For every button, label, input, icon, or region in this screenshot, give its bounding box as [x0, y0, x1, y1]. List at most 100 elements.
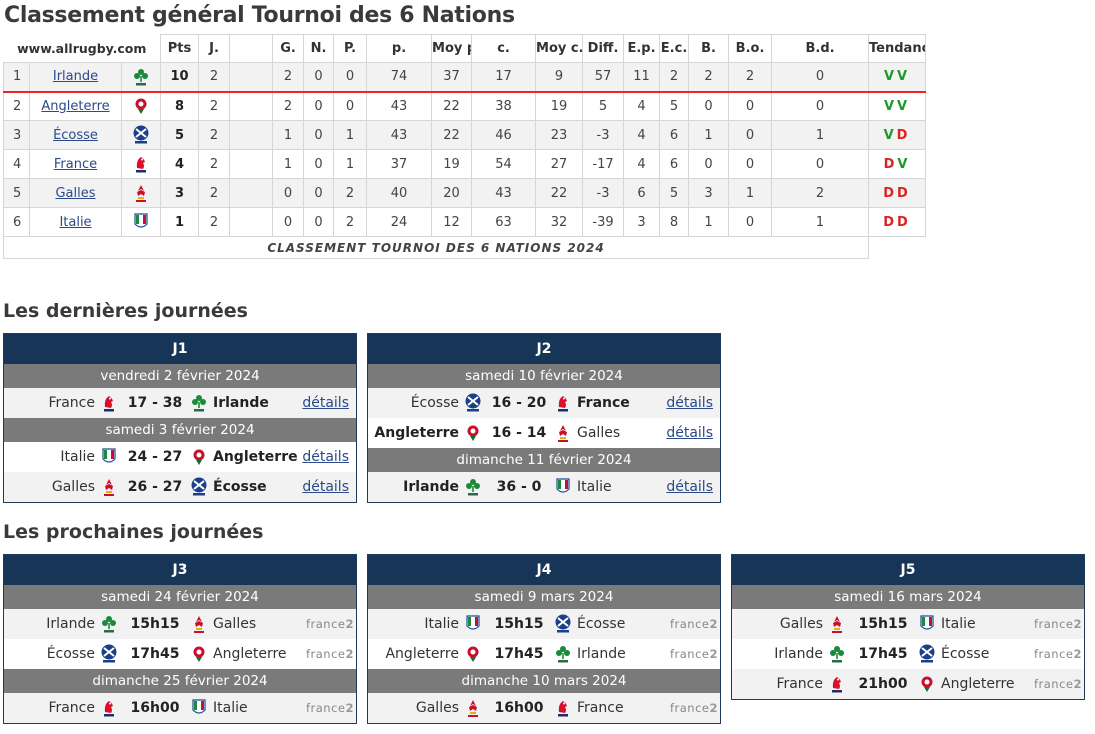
france-crest-icon — [554, 698, 572, 718]
round-header: J2 — [368, 334, 720, 364]
kickoff-time: 15h15 — [494, 616, 544, 632]
kickoff-time: 17h45 — [858, 646, 908, 662]
tries-against: 5 — [659, 91, 690, 121]
trend-result: D — [896, 127, 911, 143]
avg-points-for: 22 — [431, 91, 473, 121]
col-b[interactable]: B. — [688, 34, 730, 63]
match-row: Galles 26 - 27 Écosse détails — [4, 472, 356, 502]
match-row: Irlande 36 - 0 Italie détails — [368, 472, 720, 502]
difference: 5 — [582, 91, 625, 121]
bonus: 3 — [688, 178, 730, 208]
france-crest-icon — [120, 149, 162, 179]
tv-channel-name: france — [669, 701, 710, 715]
away-team: Italie — [213, 700, 248, 716]
trend-result: D — [897, 214, 911, 230]
home-team: Angleterre — [374, 425, 459, 441]
team-cell: Angleterre — [29, 91, 122, 121]
round-j4: J4 samedi 9 mars 2024 Italie 15h15 Écosse fra… — [367, 554, 721, 724]
won: 2 — [272, 91, 305, 121]
lost: 1 — [333, 120, 368, 150]
team-cell: Écosse — [29, 120, 122, 150]
tv-channel-number: 2 — [1073, 677, 1082, 691]
bonus-offensive: 2 — [728, 62, 773, 93]
col-pf[interactable]: p. — [366, 34, 433, 63]
team-link[interactable]: France — [53, 156, 98, 172]
col-tendance[interactable]: Tendance — [868, 34, 926, 63]
wales-crest-icon — [828, 614, 846, 634]
kickoff-time: 17h45 — [494, 646, 544, 662]
details-link[interactable]: détails — [666, 479, 713, 495]
details-link[interactable]: détails — [302, 479, 349, 495]
england-crest-icon — [918, 674, 936, 694]
team-link[interactable]: Angleterre — [41, 98, 110, 114]
site-name: www.allrugby.com — [3, 34, 162, 63]
avg-points-against: 32 — [535, 207, 584, 237]
england-crest-icon — [190, 447, 208, 467]
col-moyc[interactable]: Moy c. — [535, 34, 584, 63]
bonus: 0 — [688, 91, 730, 121]
col-g[interactable]: G. — [272, 34, 305, 63]
col-n[interactable]: N. — [303, 34, 335, 63]
tv-channel-name: france — [305, 647, 346, 661]
col-spacer — [229, 34, 274, 63]
col-j[interactable]: J. — [198, 34, 231, 63]
col-bo[interactable]: B.o. — [728, 34, 773, 63]
avg-points-against: 19 — [535, 91, 584, 121]
match-row: Écosse 17h45 Angleterre france2 — [4, 639, 356, 669]
details-link[interactable]: détails — [302, 449, 349, 465]
col-ep[interactable]: E.p. — [623, 34, 661, 63]
details-link[interactable]: détails — [666, 395, 713, 411]
scotland-crest-icon — [554, 614, 572, 634]
played: 2 — [198, 120, 231, 150]
standings-row: 2 Angleterre 8 2 2 0 0 43 22 38 19 5 4 5 0 0 0 VV — [3, 91, 926, 121]
col-pts[interactable]: Pts — [160, 34, 200, 63]
points-against: 54 — [471, 149, 537, 179]
trend-result: D — [883, 214, 898, 230]
points: 4 — [160, 149, 200, 179]
team-link[interactable]: Italie — [59, 214, 92, 230]
rank: 5 — [3, 178, 30, 208]
team-link[interactable]: Galles — [55, 185, 96, 201]
col-ec[interactable]: E.c. — [659, 34, 690, 63]
ireland-crest-icon — [120, 62, 162, 93]
difference: -3 — [582, 120, 625, 150]
team-cell: Irlande — [29, 62, 122, 93]
team-cell: Galles — [29, 178, 122, 208]
col-bd[interactable]: B.d. — [771, 34, 870, 63]
france-crest-icon — [100, 698, 118, 718]
col-diff[interactable]: Diff. — [582, 34, 625, 63]
away-team: Irlande — [213, 395, 269, 411]
ireland-crest-icon — [100, 614, 118, 634]
avg-points-for: 12 — [431, 207, 473, 237]
drawn: 0 — [303, 149, 335, 179]
col-moyp[interactable]: Moy p. — [431, 34, 473, 63]
team-link[interactable]: Irlande — [52, 69, 99, 85]
trend-result: V — [897, 98, 911, 114]
match-score: 36 - 0 — [496, 479, 542, 495]
tries-for: 4 — [623, 91, 661, 121]
match-day: samedi 10 février 2024 — [368, 364, 720, 388]
difference: -3 — [582, 178, 625, 208]
italy-crest-icon — [918, 614, 936, 634]
kickoff-time: 16h00 — [130, 700, 180, 716]
match-row: France 17 - 38 Irlande détails — [4, 388, 356, 418]
lost: 1 — [333, 149, 368, 179]
scotland-crest-icon — [100, 644, 118, 664]
home-team: Galles — [51, 479, 95, 495]
scotland-crest-icon — [464, 393, 482, 413]
avg-points-for: 20 — [431, 178, 473, 208]
away-team: France — [577, 395, 630, 411]
match-row: Galles 15h15 Italie france2 — [732, 609, 1084, 639]
home-team: Irlande — [46, 616, 95, 632]
home-team: Italie — [60, 449, 95, 465]
col-p[interactable]: P. — [333, 34, 368, 63]
match-day: dimanche 10 mars 2024 — [368, 669, 720, 693]
team-link[interactable]: Écosse — [53, 127, 98, 143]
details-link[interactable]: détails — [302, 395, 349, 411]
trend-result: V — [883, 69, 898, 85]
tv-channel-number: 2 — [345, 617, 354, 631]
bonus-defensive: 1 — [771, 207, 870, 237]
col-c[interactable]: c. — [471, 34, 537, 63]
details-link[interactable]: détails — [666, 425, 713, 441]
tv-channel-name: france — [669, 647, 710, 661]
